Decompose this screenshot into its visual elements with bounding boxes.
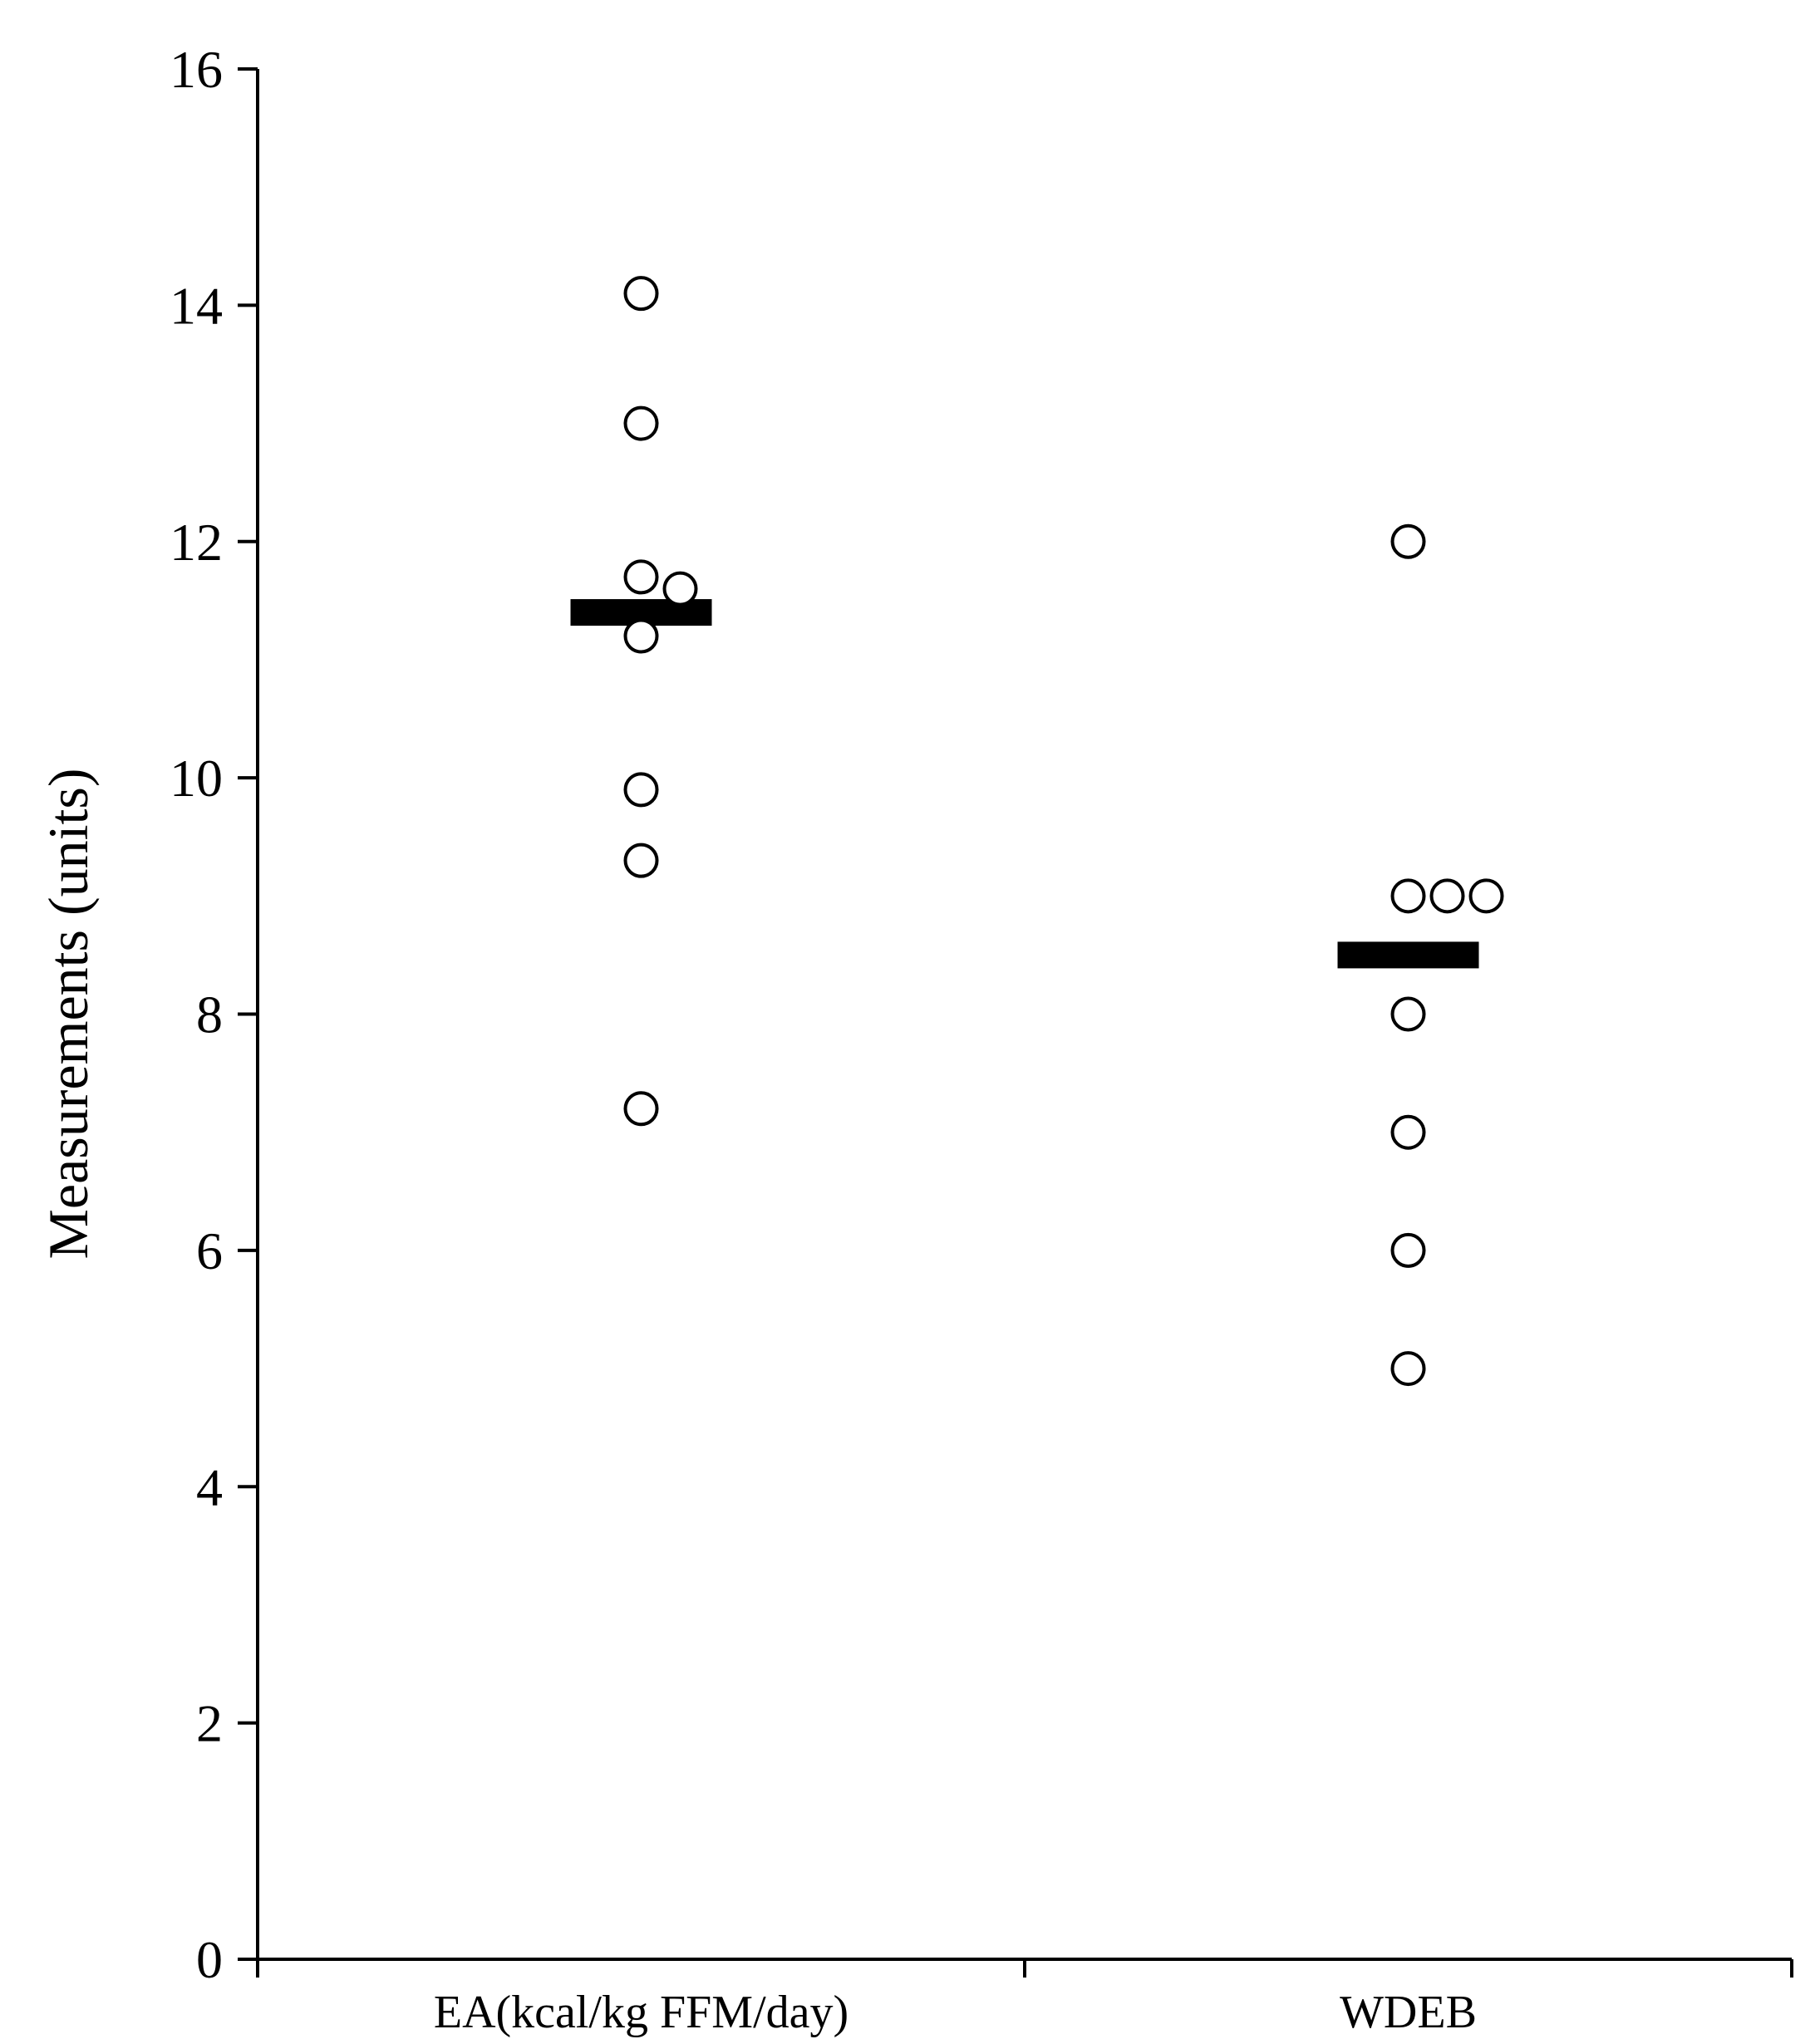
y-tick-label: 8 <box>196 985 223 1044</box>
y-tick-label: 14 <box>170 276 223 335</box>
y-axis-title: Measurements (units) <box>37 768 100 1259</box>
axes <box>256 69 1792 1961</box>
x-category-label: WDEB <box>1340 1987 1477 2038</box>
y-axis-ticks: 0 2 4 6 8 10 12 14 16 <box>170 40 258 1989</box>
mean-bars <box>570 599 1479 969</box>
data-point <box>662 571 698 607</box>
data-point <box>1390 1114 1426 1150</box>
y-tick-label: 10 <box>170 749 223 808</box>
data-point <box>623 843 659 878</box>
data-point <box>1429 878 1465 914</box>
data-points <box>623 276 1504 1387</box>
data-point <box>1468 878 1504 914</box>
y-tick-label: 6 <box>196 1221 223 1280</box>
data-point <box>1390 1351 1426 1387</box>
data-point <box>623 276 659 312</box>
data-point <box>623 405 659 441</box>
data-point <box>1390 523 1426 559</box>
data-point <box>623 1091 659 1127</box>
data-point <box>623 772 659 808</box>
x-category-label: EA(kcal/kg FFM/day) <box>434 1987 849 2038</box>
y-tick-label: 4 <box>196 1457 223 1516</box>
data-point <box>1390 878 1426 914</box>
data-point <box>1390 996 1426 1032</box>
x-axis-ticks: EA(kcal/kg FFM/day) WDEB <box>256 1959 1793 2038</box>
data-point <box>623 618 659 654</box>
y-tick-label: 2 <box>196 1694 223 1753</box>
data-point <box>1390 1232 1426 1268</box>
data-point <box>623 559 659 595</box>
y-tick-label: 0 <box>196 1930 223 1989</box>
mean-bar <box>1337 941 1479 969</box>
y-tick-label: 16 <box>170 40 223 99</box>
y-tick-label: 12 <box>170 513 223 572</box>
